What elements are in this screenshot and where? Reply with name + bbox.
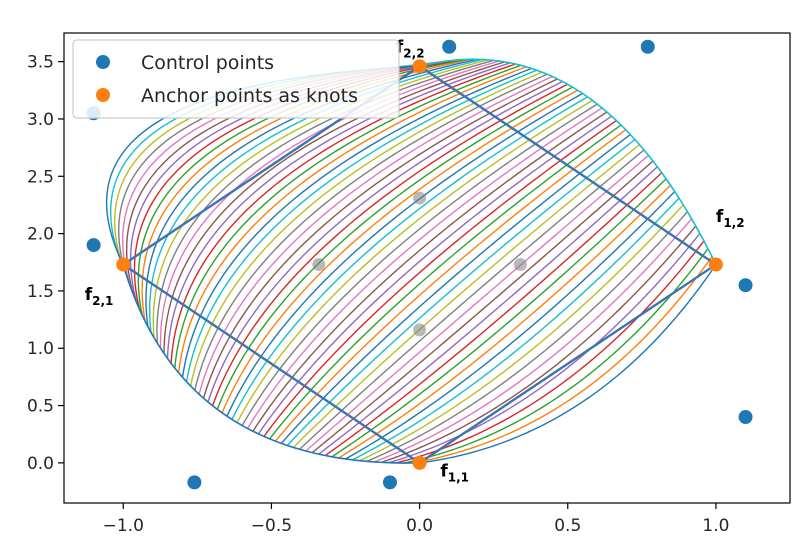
y-tick-label: 3.5 — [27, 53, 54, 73]
y-tick-label: 1.5 — [27, 282, 54, 302]
patch-curve — [221, 89, 578, 414]
patch-curve — [198, 75, 553, 395]
patch-curve — [231, 96, 588, 420]
patch-curve — [246, 107, 603, 429]
x-tick-label: −0.5 — [251, 516, 292, 536]
corner-annotation: f2,1 — [85, 285, 114, 308]
corner-annotation: f2,2 — [396, 37, 425, 60]
patch-curve — [207, 80, 563, 403]
legend-marker — [96, 88, 110, 102]
y-tick-label: 2.0 — [27, 225, 54, 245]
patch-curves — [105, 58, 717, 464]
patch-curve — [305, 154, 649, 452]
interior-point — [413, 191, 427, 205]
y-tick-label: 1.0 — [27, 339, 54, 359]
patch-curve — [359, 204, 684, 462]
anchor-point — [412, 59, 427, 74]
patch-curve — [366, 211, 688, 463]
y-tick-label: 0.5 — [27, 397, 54, 417]
patch-curve — [170, 63, 516, 364]
patch-curve — [411, 256, 713, 464]
axes: −1.0 −0.5 0.0 0.5 1.0 0.0 0.5 1.0 1.5 2.0 2.5 3.0 3.… — [27, 32, 791, 536]
patch-curve — [352, 197, 680, 461]
patch-boundary-curve — [419, 58, 717, 265]
legend: Control points Anchor points as knots — [72, 39, 400, 119]
patch-curve — [345, 191, 676, 460]
patch-curve — [274, 129, 627, 442]
patch-curve — [269, 124, 622, 440]
patch-curve — [373, 218, 693, 463]
legend-label: Anchor points as knots — [141, 85, 358, 107]
x-tick-label: 0.5 — [554, 516, 581, 536]
interior-point — [312, 258, 326, 272]
patch-curve — [194, 73, 548, 391]
patch-curve — [211, 83, 568, 406]
control-point — [86, 238, 101, 253]
legend-box — [72, 39, 400, 119]
patch-curve — [216, 86, 573, 410]
patch-curve — [331, 178, 667, 458]
patch-curve — [202, 78, 558, 399]
control-point — [442, 39, 457, 54]
patch-curve — [189, 71, 543, 387]
anchor-point — [412, 455, 427, 470]
legend-marker — [96, 55, 110, 69]
patch-curve — [241, 103, 598, 426]
patch-curve — [388, 233, 701, 464]
x-tick-label: 1.0 — [702, 516, 729, 536]
y-tick-label: 0.0 — [27, 454, 54, 474]
patch-curve — [311, 160, 654, 454]
annotations: f1,1 f1,2 f2,2 f2,1 — [85, 37, 745, 484]
interior-point — [513, 258, 527, 272]
patch-curve — [166, 62, 511, 359]
legend-label: Control points — [141, 52, 274, 74]
y-tick-label: 2.5 — [27, 167, 54, 187]
patch-curve — [419, 264, 717, 464]
control-point — [738, 410, 753, 425]
corner-annotation: f1,2 — [716, 207, 745, 230]
patch-curve — [181, 67, 532, 378]
patch-boundary-curve — [122, 264, 420, 464]
anchor-point — [708, 257, 723, 272]
patch-curve — [257, 115, 613, 435]
control-point — [738, 278, 753, 293]
patch-curve — [236, 99, 593, 423]
patch-curve — [403, 248, 709, 464]
patch-curve — [381, 225, 697, 464]
interior-point — [413, 323, 427, 337]
y-tick-label: 3.0 — [27, 110, 54, 130]
patch-curve — [163, 61, 505, 354]
patch-curve — [318, 166, 658, 455]
patch-curve — [292, 144, 640, 448]
patch-curve — [226, 92, 583, 417]
control-point — [640, 39, 655, 54]
patch-curve — [299, 149, 645, 450]
patch-curve — [185, 69, 538, 382]
patch-curve — [252, 111, 608, 432]
axes-frame — [63, 32, 791, 504]
patch-curve — [324, 172, 663, 457]
x-tick-label: 0.0 — [406, 516, 433, 536]
corner-annotation: f1,1 — [440, 462, 469, 485]
control-point — [187, 475, 202, 490]
control-point — [382, 475, 397, 490]
patch-curve — [338, 184, 671, 459]
anchor-point — [116, 257, 131, 272]
patch-curve — [396, 240, 705, 464]
x-tick-label: −1.0 — [103, 516, 144, 536]
patch-curve — [263, 119, 617, 437]
